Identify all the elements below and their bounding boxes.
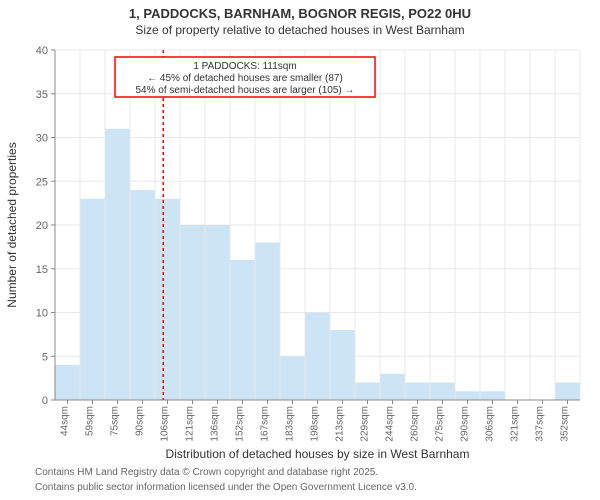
ytick-label: 30 <box>36 133 48 145</box>
ytick-label: 25 <box>36 176 48 188</box>
histogram-bar <box>480 391 505 400</box>
histogram-chart: 0 5 10 15 20 25 30 35 40 44sqm 59sqm 75sqm 90sqm 106s… <box>0 0 600 500</box>
xtick-label: 121sqm <box>185 406 196 442</box>
histogram-bar <box>355 383 380 401</box>
annotation-line3: 54% of semi-detached houses are larger (… <box>135 85 354 96</box>
chart-title: 1, PADDOCKS, BARNHAM, BOGNOR REGIS, PO22… <box>129 6 471 21</box>
xtick-label: 306sqm <box>485 406 496 442</box>
x-axis-label: Distribution of detached houses by size … <box>166 447 470 461</box>
xtick-label: 260sqm <box>410 406 421 442</box>
xtick-label: 321sqm <box>510 406 521 442</box>
annotation-line2: ← 45% of detached houses are smaller (87… <box>147 73 343 84</box>
xtick-label: 229sqm <box>360 406 371 442</box>
annotation-line1: 1 PADDOCKS: 111sqm <box>193 61 296 72</box>
xtick-label: 275sqm <box>435 406 446 442</box>
xtick-label: 244sqm <box>385 406 396 442</box>
xtick-label: 75sqm <box>110 406 121 436</box>
histogram-bar <box>205 225 230 400</box>
xtick-label: 352sqm <box>560 406 571 442</box>
histogram-bar <box>130 190 155 400</box>
chart-subtitle: Size of property relative to detached ho… <box>135 23 464 37</box>
ytick-label: 0 <box>42 395 48 407</box>
histogram-bar <box>280 356 305 400</box>
xtick-label: 106sqm <box>160 406 171 442</box>
xtick-label: 90sqm <box>135 406 146 436</box>
histogram-bar <box>105 129 130 400</box>
ytick-label: 20 <box>36 220 48 232</box>
xtick-label: 213sqm <box>335 406 346 442</box>
histogram-bar <box>380 374 405 400</box>
ytick-label: 35 <box>36 89 48 101</box>
histogram-bar <box>405 383 430 401</box>
xtick-label: 183sqm <box>285 406 296 442</box>
xtick-label: 44sqm <box>60 406 71 436</box>
histogram-bar <box>80 199 105 400</box>
chart-container: 0 5 10 15 20 25 30 35 40 44sqm 59sqm 75sqm 90sqm 106s… <box>0 0 600 500</box>
ytick-label: 15 <box>36 264 48 276</box>
histogram-bar <box>455 391 480 400</box>
y-axis-label: Number of detached properties <box>5 142 19 307</box>
ytick-label: 10 <box>36 308 48 320</box>
histogram-bar <box>430 383 455 401</box>
xtick-label: 198sqm <box>310 406 321 442</box>
histogram-bar <box>230 260 255 400</box>
histogram-bar <box>255 243 280 401</box>
footer-line1: Contains HM Land Registry data © Crown c… <box>35 467 378 478</box>
ytick-label: 40 <box>36 45 48 57</box>
xtick-label: 337sqm <box>535 406 546 442</box>
footer-line2: Contains public sector information licen… <box>35 482 417 493</box>
histogram-bar <box>555 383 580 401</box>
xtick-label: 167sqm <box>260 406 271 442</box>
xtick-label: 136sqm <box>210 406 221 442</box>
xtick-label: 290sqm <box>460 406 471 442</box>
histogram-bar <box>180 225 205 400</box>
xtick-label: 152sqm <box>235 406 246 442</box>
histogram-bar <box>155 199 180 400</box>
xtick-label: 59sqm <box>85 406 96 436</box>
ytick-label: 5 <box>42 351 48 363</box>
histogram-bar <box>330 330 355 400</box>
histogram-bar <box>305 313 330 401</box>
histogram-bar <box>55 365 80 400</box>
